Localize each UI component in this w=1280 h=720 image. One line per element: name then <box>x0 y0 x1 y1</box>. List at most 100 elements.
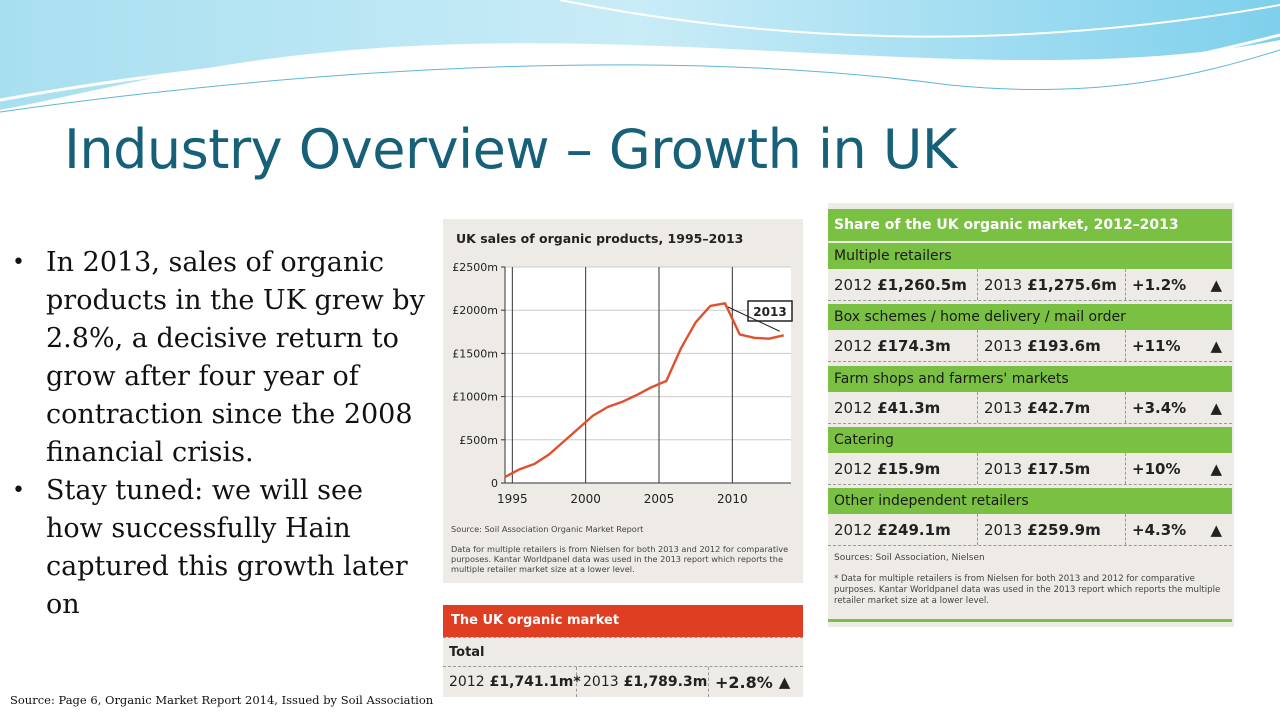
bullet-list: • In 2013, sales of organic products in … <box>8 244 428 624</box>
cell-2013: 2013 £17.5m <box>978 453 1126 484</box>
y-tick-label: 0 <box>491 477 498 490</box>
cell-2012: 2012 £249.1m <box>828 514 978 545</box>
year-label: 2013 <box>984 336 1023 355</box>
chart-note: Data for multiple retailers is from Niel… <box>451 544 789 574</box>
cell-2013: 2013 £42.7m <box>978 392 1126 423</box>
x-tick-label: 1995 <box>497 492 528 506</box>
share-section-other-independent: Other independent retailers 2012 £249.1m … <box>828 488 1232 546</box>
uk-market-header: The UK organic market <box>443 605 803 637</box>
slide-source-note: Source: Page 6, Organic Market Report 20… <box>10 693 434 707</box>
year-label: 2013 <box>984 520 1023 539</box>
share-section-farm-shops: Farm shops and farmers' markets 2012 £41.… <box>828 366 1232 424</box>
x-tick-label: 2005 <box>644 492 675 506</box>
callout-leader <box>727 306 780 332</box>
value-2012: £1,741.1m* <box>489 674 581 690</box>
change-value: +4.3% <box>1132 520 1187 539</box>
category-label: Farm shops and farmers' markets <box>828 366 1232 392</box>
category-label: Box schemes / home delivery / mail order <box>828 304 1232 330</box>
sales-series-line <box>504 302 784 479</box>
category-label: Other independent retailers <box>828 488 1232 514</box>
up-triangle-icon: ▲ <box>778 673 791 691</box>
up-triangle-icon: ▲ <box>1210 336 1222 355</box>
value-2012: £249.1m <box>877 520 951 539</box>
slide-title: Industry Overview – Growth in UK <box>64 118 957 181</box>
up-triangle-icon: ▲ <box>1210 275 1222 294</box>
year-label: 2012 <box>834 459 873 478</box>
bullet-text: Stay tuned: we will see how successfully… <box>46 475 408 620</box>
change-value: +2.8% <box>715 672 773 692</box>
cell-2013: 2013 £193.6m <box>978 330 1126 361</box>
value-2013: £193.6m <box>1027 336 1101 355</box>
total-change-cell: +2.8% ▲ <box>709 667 803 697</box>
plot-area <box>505 267 791 483</box>
bullet-item: • In 2013, sales of organic products in … <box>8 244 428 472</box>
cell-change: +3.4% ▲ <box>1126 392 1232 423</box>
uk-market-total-panel: The UK organic market Total 2012 £1,741.… <box>443 605 803 697</box>
value-2012: £174.3m <box>877 336 951 355</box>
cell-2013: 2013 £1,275.6m <box>978 269 1126 300</box>
value-2012: £15.9m <box>877 459 941 478</box>
value-2012: £41.3m <box>877 398 941 417</box>
cell-change: +11% ▲ <box>1126 330 1232 361</box>
share-section-catering: Catering 2012 £15.9m 2013 £17.5m +10% ▲ <box>828 427 1232 485</box>
change-value: +1.2% <box>1132 275 1187 294</box>
year-label: 2012 <box>834 520 873 539</box>
share-section-box-schemes: Box schemes / home delivery / mail order… <box>828 304 1232 362</box>
share-row: 2012 £174.3m 2013 £193.6m +11% ▲ <box>828 330 1232 362</box>
y-tick-label: £1000m <box>452 391 498 404</box>
category-label: Multiple retailers <box>828 243 1232 269</box>
chart-title: UK sales of organic products, 1995–2013 <box>456 231 744 246</box>
callout-box <box>747 300 793 322</box>
year-label: 2012 <box>834 398 873 417</box>
up-triangle-icon: ▲ <box>1210 459 1222 478</box>
change-value: +11% <box>1132 336 1181 355</box>
total-2013-cell: 2013 £1,789.3m <box>577 667 709 697</box>
bullet-dot: • <box>12 250 25 275</box>
cell-2012: 2012 £174.3m <box>828 330 978 361</box>
up-triangle-icon: ▲ <box>1210 520 1222 539</box>
share-bottom-rule <box>828 619 1232 622</box>
cell-2013: 2013 £259.9m <box>978 514 1126 545</box>
y-tick-label: £2000m <box>452 304 498 317</box>
sales-line-chart: 0 £500m £1000m £1500m £2000m £2500m 1995 2000 20… <box>452 261 793 506</box>
share-section-multiple-retailers: Multiple retailers 2012 £1,260.5m 2013 £1,… <box>828 243 1232 301</box>
share-sources: Sources: Soil Association, Nielsen <box>834 553 985 563</box>
year-label: 2013 <box>984 275 1023 294</box>
change-value: +3.4% <box>1132 398 1187 417</box>
year-label: 2013 <box>984 398 1023 417</box>
value-2013: £1,789.3m <box>623 674 708 690</box>
bullet-text: In 2013, sales of organic products in th… <box>46 247 425 468</box>
share-row: 2012 £15.9m 2013 £17.5m +10% ▲ <box>828 453 1232 485</box>
share-row: 2012 £41.3m 2013 £42.7m +3.4% ▲ <box>828 392 1232 424</box>
cell-change: +10% ▲ <box>1126 453 1232 484</box>
y-tick-label: £500m <box>459 434 498 447</box>
share-row: 2012 £249.1m 2013 £259.9m +4.3% ▲ <box>828 514 1232 546</box>
cell-2012: 2012 £41.3m <box>828 392 978 423</box>
up-triangle-icon: ▲ <box>1210 398 1222 417</box>
callout-label: 2013 <box>753 305 786 319</box>
share-header: Share of the UK organic market, 2012–201… <box>828 209 1232 241</box>
x-tick-label: 2010 <box>717 492 748 506</box>
year-label: 2013 <box>583 674 619 690</box>
chart-source: Source: Soil Association Organic Market … <box>451 524 644 534</box>
year-label: 2012 <box>834 336 873 355</box>
category-label: Catering <box>828 427 1232 453</box>
cell-2012: 2012 £15.9m <box>828 453 978 484</box>
sales-chart-panel: UK sales of organic products, 1995–2013 … <box>443 219 803 583</box>
value-2013: £42.7m <box>1027 398 1091 417</box>
x-tick-label: 2000 <box>570 492 601 506</box>
change-value: +10% <box>1132 459 1181 478</box>
market-share-panel: Share of the UK organic market, 2012–201… <box>828 203 1234 627</box>
bullet-item: • Stay tuned: we will see how successful… <box>8 472 428 624</box>
total-2012-cell: 2012 £1,741.1m* <box>443 667 581 697</box>
value-2013: £17.5m <box>1027 459 1091 478</box>
y-tick-label: £1500m <box>452 347 498 360</box>
share-row: 2012 £1,260.5m 2013 £1,275.6m +1.2% ▲ <box>828 269 1232 301</box>
year-label: 2012 <box>834 275 873 294</box>
cell-change: +4.3% ▲ <box>1126 514 1232 545</box>
header-wave-decoration <box>0 0 1280 113</box>
cell-change: +1.2% ▲ <box>1126 269 1232 300</box>
bullet-dot: • <box>12 478 25 503</box>
value-2013: £259.9m <box>1027 520 1101 539</box>
total-row: 2012 £1,741.1m* 2013 £1,789.3m +2.8% ▲ <box>443 666 803 697</box>
